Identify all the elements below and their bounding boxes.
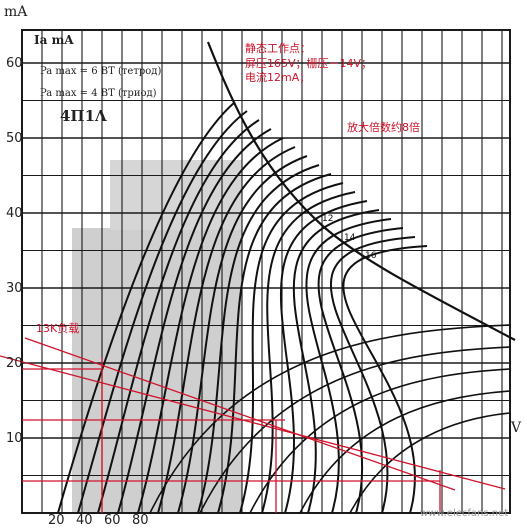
x-tick-label: 80 — [132, 513, 149, 528]
shaded-region — [72, 160, 242, 513]
characteristic-curve — [97, 119, 260, 514]
y-unit-label: mA — [4, 4, 28, 20]
y-tick-label: 40 — [6, 206, 23, 221]
power-limit-curve — [206, 41, 516, 341]
load-line — [24, 337, 456, 491]
gain-note: 放大倍数约8倍 — [347, 120, 420, 134]
series-label-14: 14 — [344, 233, 356, 243]
series-label-12: 12 — [322, 214, 333, 224]
y-tick-label: 50 — [6, 131, 23, 146]
characteristic-curve — [117, 128, 272, 514]
quiescent-current: 电流12mA； — [245, 70, 310, 84]
characteristic-curve — [177, 155, 308, 514]
plot-frame — [21, 29, 511, 514]
grid — [21, 29, 511, 514]
chart-title: Ia mA — [34, 33, 74, 47]
characteristic-curve — [317, 227, 404, 514]
characteristic-curve — [137, 137, 284, 514]
y-tick-label: 30 — [6, 281, 23, 296]
spec-line-1: Pa max = 6 BT (тетрод) — [40, 66, 161, 77]
characteristic-curve — [157, 146, 296, 514]
characteristic-curve — [349, 412, 511, 514]
characteristic-curve — [305, 218, 392, 514]
characteristic-curve — [217, 173, 332, 514]
x-unit-label: V — [510, 420, 522, 436]
characteristic-curve — [57, 101, 236, 514]
load-lines — [0, 337, 506, 513]
series-label-16: 16 — [365, 251, 377, 261]
characteristic-curve — [77, 110, 248, 514]
x-tick-label: 20 — [48, 513, 65, 528]
y-axis-ticks: 10 20 30 40 50 60 — [6, 56, 23, 446]
characteristic-curve — [329, 236, 416, 514]
y-tick-label: 10 — [6, 431, 23, 446]
characteristic-curve — [299, 390, 511, 514]
load-line-upper — [0, 355, 506, 490]
quiescent-title: 静态工作点： — [245, 41, 311, 55]
legend-box: Ia mA Pa max = 6 BT (тетрод) Pa max = 4 … — [34, 33, 161, 125]
characteristic-curves — [57, 101, 511, 514]
x-tick-label: 40 — [76, 513, 93, 528]
tube-name: 4Π1Λ — [60, 107, 107, 125]
y-tick-label: 60 — [6, 56, 23, 71]
x-axis-ticks: 20 40 60 80 — [48, 513, 149, 528]
y-tick-label: 20 — [6, 356, 23, 371]
spec-line-2: Pa max = 4 BT (триод) — [40, 88, 157, 99]
characteristic-curve — [197, 164, 320, 514]
watermark: www.elecfans.net — [420, 508, 508, 519]
characteristic-curve — [199, 346, 511, 514]
characteristic-curve — [292, 209, 380, 514]
quiescent-values: 屏压165V；栅压－14V； — [245, 56, 372, 70]
characteristic-curve — [149, 324, 511, 514]
characteristic-curve — [342, 245, 428, 514]
characteristic-curve — [239, 182, 344, 514]
x-tick-label: 60 — [104, 513, 121, 528]
load-line-label: 13K负载 — [36, 321, 79, 335]
